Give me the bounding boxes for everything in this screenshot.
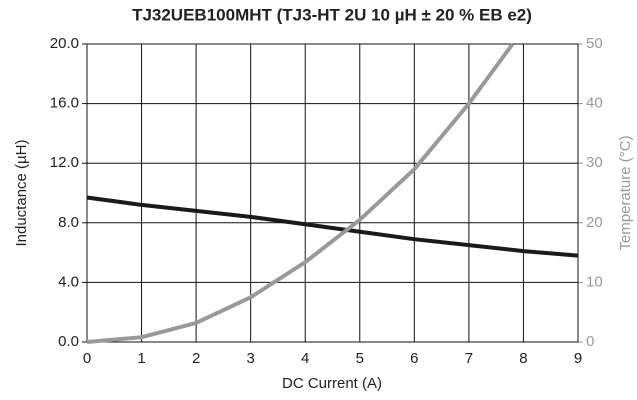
- x-tick-label: 8: [519, 350, 527, 367]
- y-tick-label: 8.0: [58, 214, 79, 231]
- y-tick-label: 0.0: [58, 333, 79, 350]
- series-line: [86, 195, 579, 258]
- series-line: [86, 42, 515, 344]
- x-tick-label: 2: [192, 350, 200, 367]
- y2-axis-label: Temperature (°C): [617, 135, 634, 250]
- x-tick-label: 0: [83, 350, 91, 367]
- y2-tick-label: 20: [586, 214, 603, 231]
- x-tick-label: 6: [410, 350, 418, 367]
- x-tick-label: 7: [465, 350, 473, 367]
- y-tick-label: 12.0: [50, 154, 79, 171]
- y-axis-label: Inductance (µH): [13, 139, 30, 246]
- y-tick-label: 16.0: [50, 95, 79, 112]
- plot-frame: [86, 43, 579, 343]
- y2-tick-label: 0: [586, 333, 594, 350]
- x-tick-label: 5: [356, 350, 364, 367]
- x-tick-label: 1: [137, 350, 145, 367]
- x-axis-label: DC Current (A): [282, 375, 382, 392]
- y-tick-label: 4.0: [58, 273, 79, 290]
- x-tick-label: 9: [574, 350, 582, 367]
- y2-tick-label: 50: [586, 35, 603, 52]
- y2-tick-label: 40: [586, 95, 603, 112]
- x-tick-label: 4: [301, 350, 309, 367]
- y2-tick-label: 30: [586, 154, 603, 171]
- y-tick-label: 20.0: [50, 35, 79, 52]
- y2-tick-label: 10: [586, 273, 603, 290]
- x-tick-label: 3: [246, 350, 254, 367]
- chart-title: TJ32UEB100MHT (TJ3-HT 2U 10 µH ± 20 % EB…: [132, 5, 532, 24]
